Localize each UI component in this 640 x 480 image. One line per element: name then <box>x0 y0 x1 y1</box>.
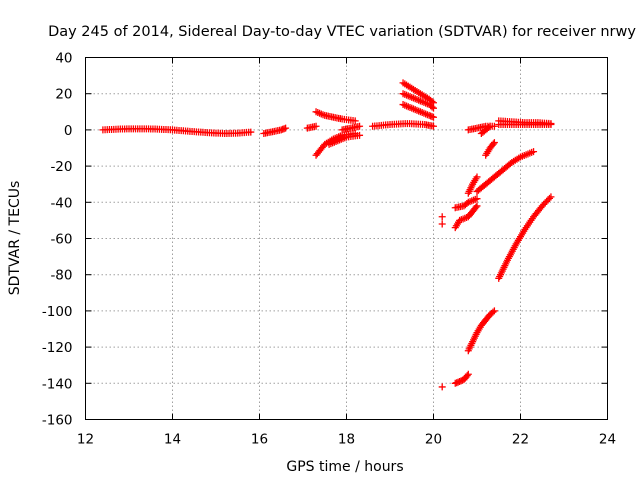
series-sat-17 <box>473 148 538 195</box>
axis-ticks <box>85 57 608 420</box>
data-point-plus <box>428 103 436 111</box>
x-tick-label: 12 <box>77 432 94 448</box>
y-axis-label: SDTVAR / TECUs <box>7 181 23 296</box>
y-tick-label: -140 <box>42 376 73 392</box>
data-point-plus <box>430 104 437 112</box>
y-tick-label: 0 <box>64 123 73 139</box>
x-tick-label: 24 <box>599 432 616 448</box>
y-tick-label: -160 <box>42 413 73 429</box>
series-sat-2 <box>260 124 290 138</box>
data-point-plus <box>473 202 481 210</box>
data-point-plus <box>472 203 480 211</box>
y-tick-label: -100 <box>42 304 73 320</box>
series-sat-16 <box>477 122 494 138</box>
grid-lines <box>85 57 608 420</box>
y-tick-label: -120 <box>42 340 73 356</box>
data-point-plus <box>312 122 320 130</box>
data-point-plus <box>438 213 446 221</box>
series-sat-9 <box>399 79 437 107</box>
x-tick-label: 20 <box>425 432 442 448</box>
y-tick-labels: -160 -140 -120 -100 -80 -60 -40 -20 0 20 40 <box>42 51 73 429</box>
y-tick-label: 20 <box>55 87 72 103</box>
data-point-plus <box>247 128 255 136</box>
x-tick-label: 16 <box>251 432 268 448</box>
series-sat-8 <box>369 120 437 130</box>
data-point-plus <box>351 117 359 125</box>
series-sat-15 <box>482 139 498 159</box>
data-points <box>99 79 555 391</box>
series-sat-3 <box>303 122 320 132</box>
data-point-plus <box>546 194 553 202</box>
data-point-plus <box>463 372 471 380</box>
data-point-plus <box>547 193 555 201</box>
data-point-plus <box>430 113 437 121</box>
series-sat-24 <box>464 307 498 355</box>
x-tick-label: 22 <box>512 432 529 448</box>
x-axis-label: GPS time / hours <box>286 459 403 475</box>
series-sat-11 <box>399 101 437 121</box>
series-sat-25 <box>451 370 472 387</box>
data-point-plus <box>464 370 472 378</box>
data-point-plus <box>485 123 493 131</box>
data-point-plus <box>489 140 497 148</box>
series-sat-10 <box>399 90 437 112</box>
series-sat-26 <box>438 383 446 391</box>
series-sat-21 <box>438 213 446 221</box>
data-point-plus <box>490 307 498 315</box>
series-sat-23 <box>495 193 555 282</box>
series-sat-22 <box>438 220 446 228</box>
data-point-plus <box>530 148 538 156</box>
data-point-plus <box>430 122 437 130</box>
data-point-plus <box>547 120 555 128</box>
x-tick-label: 18 <box>338 432 355 448</box>
data-point-plus <box>473 173 481 181</box>
data-point-plus <box>356 122 364 130</box>
y-tick-label: 40 <box>55 51 72 67</box>
series-sat-20 <box>451 202 481 232</box>
data-point-plus <box>438 383 446 391</box>
series-sat-6 <box>325 131 364 148</box>
x-tick-labels: 12 14 16 18 20 22 24 <box>77 432 616 448</box>
data-point-plus <box>486 122 494 130</box>
series-sat-18 <box>464 173 481 197</box>
chart-title: Day 245 of 2014, Sidereal Day-to-day VTE… <box>48 24 636 40</box>
series-sat-19 <box>451 195 481 212</box>
series-sat-7 <box>338 122 364 134</box>
y-tick-label: -80 <box>50 268 72 284</box>
y-tick-label: -20 <box>50 159 72 175</box>
series-sat-4 <box>312 108 359 125</box>
y-tick-label: -40 <box>50 195 72 211</box>
series-sat-1 <box>99 125 255 138</box>
data-point-plus <box>438 220 446 228</box>
data-point-plus <box>473 195 481 203</box>
x-tick-label: 14 <box>164 432 181 448</box>
data-point-plus <box>489 308 497 316</box>
series-sat-14 <box>495 117 555 128</box>
data-point-plus <box>490 139 498 147</box>
data-point-plus <box>282 124 290 132</box>
data-point-plus <box>356 131 364 139</box>
y-tick-label: -60 <box>50 232 72 248</box>
